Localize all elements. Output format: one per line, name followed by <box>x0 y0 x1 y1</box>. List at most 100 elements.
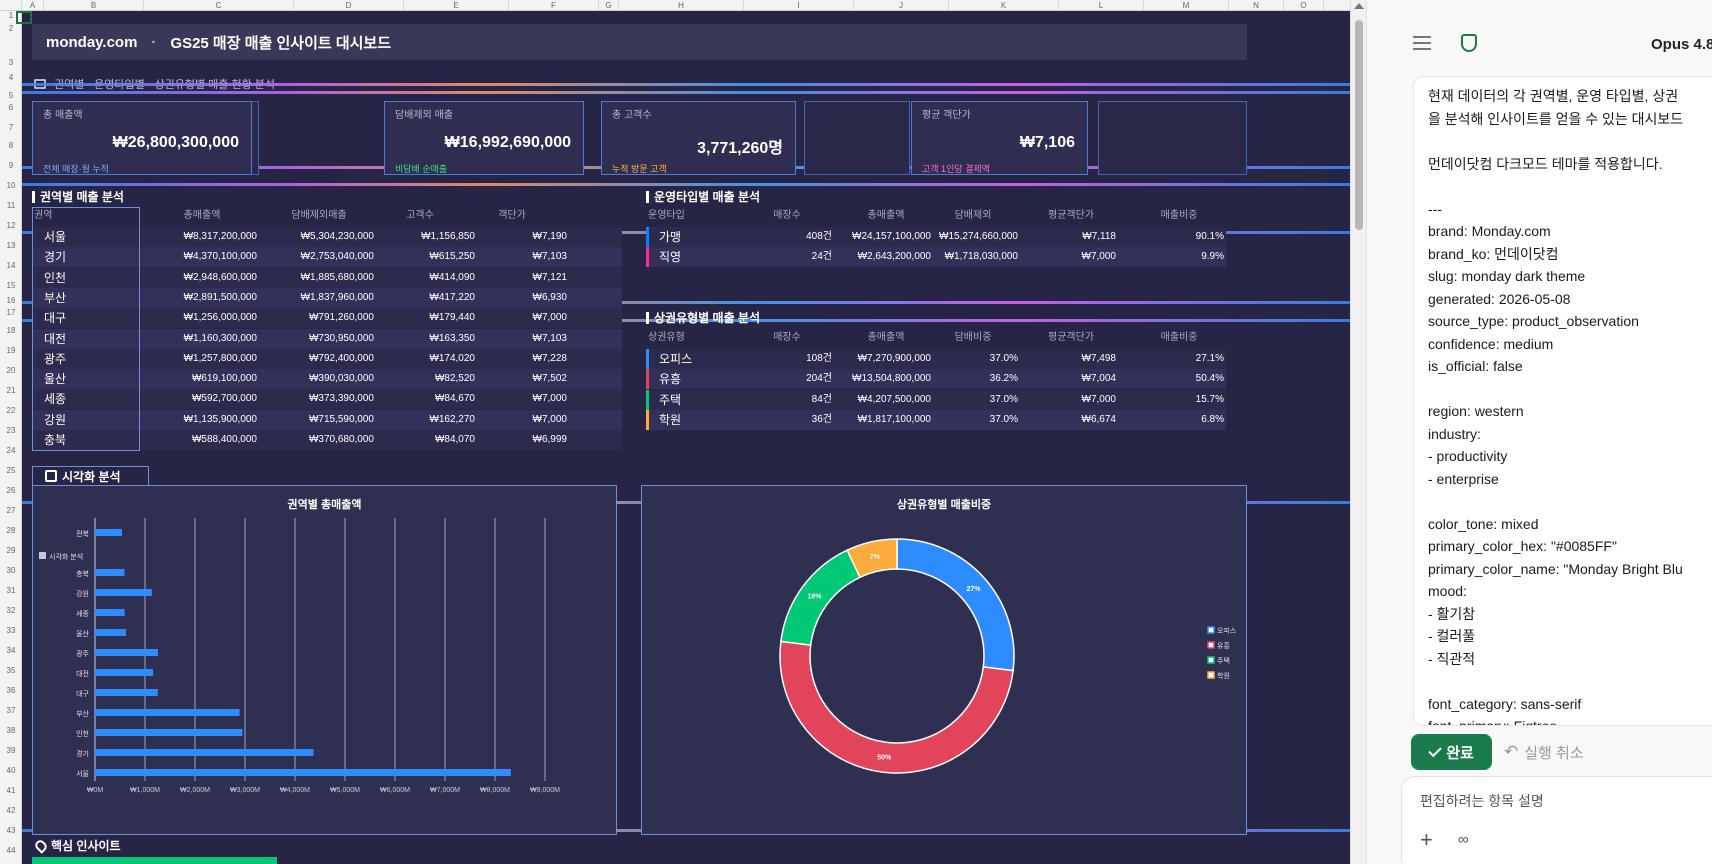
link-icon[interactable]: ∞ <box>1458 831 1469 848</box>
row-label[interactable]: 44 <box>6 846 16 855</box>
table-cell: ₩592,700,000 <box>191 393 257 405</box>
row-label[interactable]: 22 <box>6 406 16 415</box>
column-label[interactable]: F <box>509 0 599 11</box>
row-label[interactable]: 24 <box>6 446 16 455</box>
row-label[interactable]: 13 <box>6 241 16 250</box>
column-label[interactable]: D <box>294 0 404 11</box>
column-label[interactable]: L <box>1059 0 1144 11</box>
scroll-up-icon[interactable] <box>1354 3 1364 9</box>
row-label[interactable]: 20 <box>6 366 16 375</box>
assistant-panel: Opus 4.8 현재 데이터의 각 권역별, 운영 타입별, 상권 을 분석해 … <box>1366 0 1712 864</box>
column-label[interactable]: A <box>22 0 44 11</box>
bar <box>95 669 154 676</box>
row-label[interactable]: 5 <box>8 91 14 100</box>
table-cell: ₩8,317,200,000 <box>183 231 257 242</box>
column-label[interactable]: G <box>599 0 619 11</box>
row-label[interactable]: 35 <box>6 666 16 675</box>
legend-swatch <box>1207 641 1215 649</box>
table-cell: ₩2,948,600,000 <box>183 271 257 283</box>
row-label[interactable]: 30 <box>6 566 16 575</box>
row-label[interactable]: 42 <box>6 806 16 815</box>
row-label[interactable]: 37 <box>6 706 16 715</box>
row-label[interactable]: 43 <box>6 826 16 835</box>
message-line <box>1428 378 1712 401</box>
column-label[interactable]: H <box>619 0 744 11</box>
divider-glow <box>22 83 1350 86</box>
row-label[interactable]: 4 <box>8 73 14 82</box>
x-tick-label: ₩9,000M <box>530 787 560 794</box>
column-label[interactable]: J <box>854 0 949 11</box>
row-label[interactable]: 27 <box>6 506 16 515</box>
table-row: 충북 ₩588,400,000 ₩370,680,000 ₩84,070 ₩6,999 <box>32 430 622 450</box>
table-cell: 50.4% <box>1195 373 1224 385</box>
table-cell: ₩24,157,100,000 <box>852 231 931 242</box>
row-label[interactable]: 39 <box>6 746 16 755</box>
shield-check-icon[interactable] <box>1461 34 1477 52</box>
message-line: source_type: product_observation <box>1428 313 1639 329</box>
row-label[interactable]: 14 <box>6 261 16 270</box>
row-label[interactable]: 19 <box>6 346 16 355</box>
table-cell: ₩162,270 <box>429 413 475 425</box>
vertical-scrollbar[interactable] <box>1350 0 1366 864</box>
column-label[interactable] <box>0 0 22 11</box>
column-label[interactable]: O <box>1284 0 1324 11</box>
y-tick-label: 경기 <box>76 749 89 758</box>
table-cell: 408건 <box>806 231 832 242</box>
column-label[interactable]: K <box>949 0 1059 11</box>
row-label[interactable]: 36 <box>6 686 16 695</box>
row-label[interactable]: 26 <box>6 486 16 495</box>
table-header: 상권유형 <box>648 332 685 343</box>
table-row: 강원 ₩1,135,900,000 ₩715,590,000 ₩162,270 ₩7,0… <box>32 409 622 430</box>
row-label[interactable]: 40 <box>6 766 16 775</box>
table-cell: 84건 <box>811 393 832 405</box>
row-label[interactable]: 29 <box>6 546 16 555</box>
row-label[interactable]: 11 <box>6 201 16 210</box>
row-label[interactable]: 34 <box>6 646 16 655</box>
message-line: confidence: medium <box>1428 335 1554 352</box>
scrollbar-thumb[interactable] <box>1355 20 1363 230</box>
row-label[interactable]: 16 <box>6 296 16 305</box>
model-name[interactable]: Opus 4.8 <box>1651 36 1712 53</box>
row-label[interactable]: 41 <box>6 786 16 795</box>
row-label[interactable]: 28 <box>6 526 16 535</box>
row-label[interactable]: 15 <box>6 281 16 290</box>
row-label[interactable]: 1 <box>8 11 14 20</box>
row-label[interactable]: 25 <box>6 466 16 475</box>
column-label[interactable]: B <box>44 0 144 11</box>
row-label[interactable]: 32 <box>6 606 16 615</box>
menu-icon[interactable] <box>1413 36 1431 50</box>
legend-swatch <box>1207 671 1215 679</box>
row-label[interactable]: 10 <box>6 181 16 190</box>
row-label[interactable]: 33 <box>6 626 16 635</box>
row-label[interactable]: 23 <box>6 426 16 435</box>
table-row: 인천 ₩2,948,600,000 ₩1,885,680,000 ₩414,090 ₩7… <box>32 267 622 288</box>
row-label[interactable]: 21 <box>6 386 16 395</box>
plus-icon[interactable]: + <box>1420 827 1433 852</box>
row-label[interactable]: 38 <box>6 726 16 735</box>
selected-cell[interactable] <box>16 11 32 24</box>
row-label[interactable]: 31 <box>6 586 16 595</box>
row-label[interactable]: 2 <box>8 24 14 33</box>
dashboard-sheet[interactable]: monday.com · GS25 매장 매출 인사이트 대시보드 권역별 · … <box>22 11 1350 864</box>
row-label[interactable]: 12 <box>6 221 16 230</box>
done-button[interactable]: 완료 <box>1411 734 1492 770</box>
row-label[interactable]: 6 <box>8 103 14 112</box>
row-label[interactable]: 9 <box>8 161 14 170</box>
undo-button[interactable]: ↶ 실행 취소 <box>1504 742 1584 762</box>
message-line: brand: Monday.com <box>1428 223 1551 239</box>
row-label[interactable]: 18 <box>6 326 16 335</box>
column-label[interactable]: I <box>744 0 854 11</box>
row-label[interactable]: 8 <box>8 141 14 150</box>
row-label[interactable]: 3 <box>8 58 14 67</box>
column-label[interactable]: C <box>144 0 294 11</box>
column-label[interactable]: E <box>404 0 509 11</box>
table-cell: 부산 <box>44 290 67 305</box>
edit-input[interactable]: 편집하려는 항목 설명 + ∞ <box>1401 776 1712 864</box>
column-label[interactable]: N <box>1229 0 1284 11</box>
message-line: - 직관적 <box>1428 650 1476 667</box>
row-label[interactable]: 7 <box>8 123 14 132</box>
column-label[interactable]: M <box>1144 0 1229 11</box>
kpi-label: 총 매출액 <box>43 110 83 121</box>
row-label[interactable]: 17 <box>6 308 16 317</box>
